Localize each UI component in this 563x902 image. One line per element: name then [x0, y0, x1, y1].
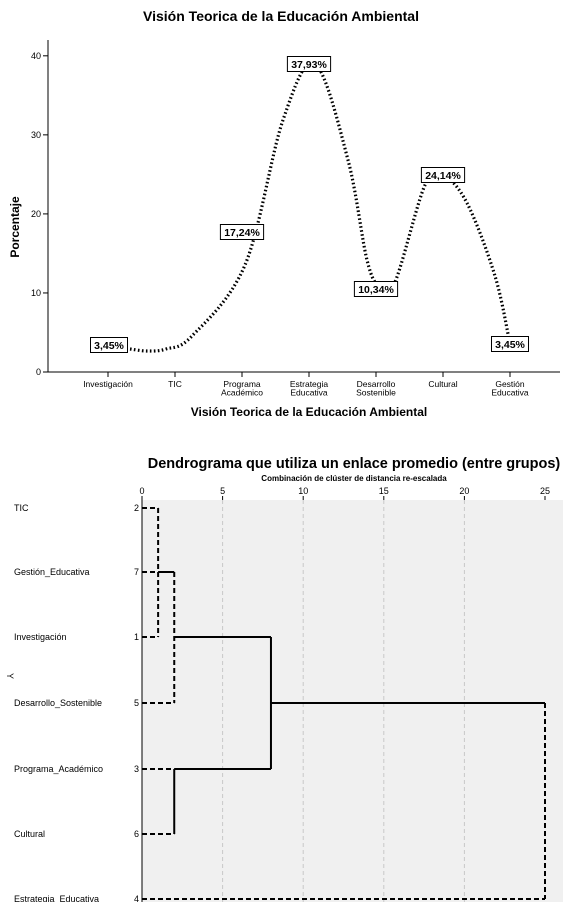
data-label: 3,45% [90, 337, 128, 353]
leaf-case-number: 1 [134, 632, 139, 642]
data-label-box [353, 281, 399, 297]
x-tick-label: Programa Académico [221, 379, 263, 398]
y-tick-label: 20 [31, 209, 41, 219]
y-ticks: 0 10 20 30 40 [31, 51, 48, 377]
leaf-label: TIC [14, 503, 29, 513]
plot-background [142, 500, 563, 902]
series-line [129, 61, 512, 353]
data-label-text: 24,14% [425, 170, 461, 182]
y-tick-label: 10 [31, 288, 41, 298]
data-label-box [90, 337, 128, 353]
data-label-box [491, 336, 529, 352]
data-label-text: 17,24% [224, 227, 260, 239]
leaf-label: Estrategia_Educativa [14, 894, 99, 902]
chart-title: Visión Teorica de la Educación Ambiental [143, 8, 419, 24]
leaf-case-number: 6 [134, 829, 139, 839]
x-tick-label: Estrategia Educativa [290, 379, 329, 398]
data-label-box [219, 224, 265, 240]
x-axis-title: Visión Teorica de la Educación Ambiental [191, 405, 428, 419]
leaf-label: Desarrollo_Sostenible [14, 698, 102, 708]
data-label-text: 3,45% [94, 340, 124, 352]
data-label-box [420, 167, 466, 183]
leaf-case-number: 2 [134, 503, 139, 513]
dendrogram-x-tick-label: 5 [220, 486, 225, 496]
data-label: 24,14% [420, 167, 466, 183]
data-label: 37,93% [286, 56, 332, 72]
leaf-label: Investigación [14, 632, 67, 642]
y-tick-label: 30 [31, 130, 41, 140]
y-tick-label: 0 [36, 367, 41, 377]
data-label-text: 37,93% [291, 59, 327, 71]
dendrogram-x-ticks: 0 5 10 15 20 25 [139, 486, 550, 902]
dendrogram-x-tick-label: 10 [298, 486, 308, 496]
dendrogram-x-tick-label: 0 [139, 486, 144, 496]
data-label-box [286, 56, 332, 72]
leaf-case-number: 3 [134, 764, 139, 774]
dendrogram-y-axis-label: Y [5, 673, 15, 679]
data-label: 10,34% [353, 281, 399, 297]
dendrogram-links [142, 507, 546, 900]
line-chart: Visión Teorica de la Educación Ambiental… [8, 8, 560, 419]
x-tick-label: Cultural [428, 379, 457, 389]
leaf-case-number: 5 [134, 698, 139, 708]
data-label-text: 3,45% [495, 339, 525, 351]
dendrogram-x-tick-label: 20 [459, 486, 469, 496]
y-axis-title: Porcentaje [8, 196, 22, 258]
dendrogram-x-tick-label: 25 [540, 486, 550, 496]
dendrogram-leaves: TIC 2 Gestión_Educativa 7 Investigación 1 Desa… [14, 503, 139, 902]
data-label: 17,24% [219, 224, 265, 240]
x-tick-label: Investigación [83, 379, 133, 389]
leaf-label: Gestión_Educativa [14, 567, 90, 577]
data-labels: 3,45% 17,24% 37,93% 10,34% 24,14% 3,45% [90, 56, 529, 353]
leaf-label: Programa_Académico [14, 764, 103, 774]
x-ticks: Investigación TIC Programa Académico Estrate… [83, 372, 529, 398]
x-tick-label: TIC [168, 379, 182, 389]
x-tick-label: Gestión Educativa [491, 379, 529, 398]
leaf-case-number: 7 [134, 567, 139, 577]
dendrogram-title: Dendrograma que utiliza un enlace promed… [148, 456, 561, 472]
y-tick-label: 40 [31, 51, 41, 61]
leaf-label: Cultural [14, 829, 45, 839]
x-tick-label: Desarrollo Sostenible [356, 379, 396, 398]
data-label: 3,45% [491, 336, 529, 352]
dendrogram-subtitle: Combinación de clúster de distancia re-e… [261, 474, 447, 483]
leaf-case-number: 4 [134, 894, 139, 902]
data-label-text: 10,34% [358, 284, 394, 296]
dendrogram-chart: Dendrograma que utiliza un enlace promed… [5, 456, 563, 902]
dendrogram-x-tick-label: 15 [379, 486, 389, 496]
